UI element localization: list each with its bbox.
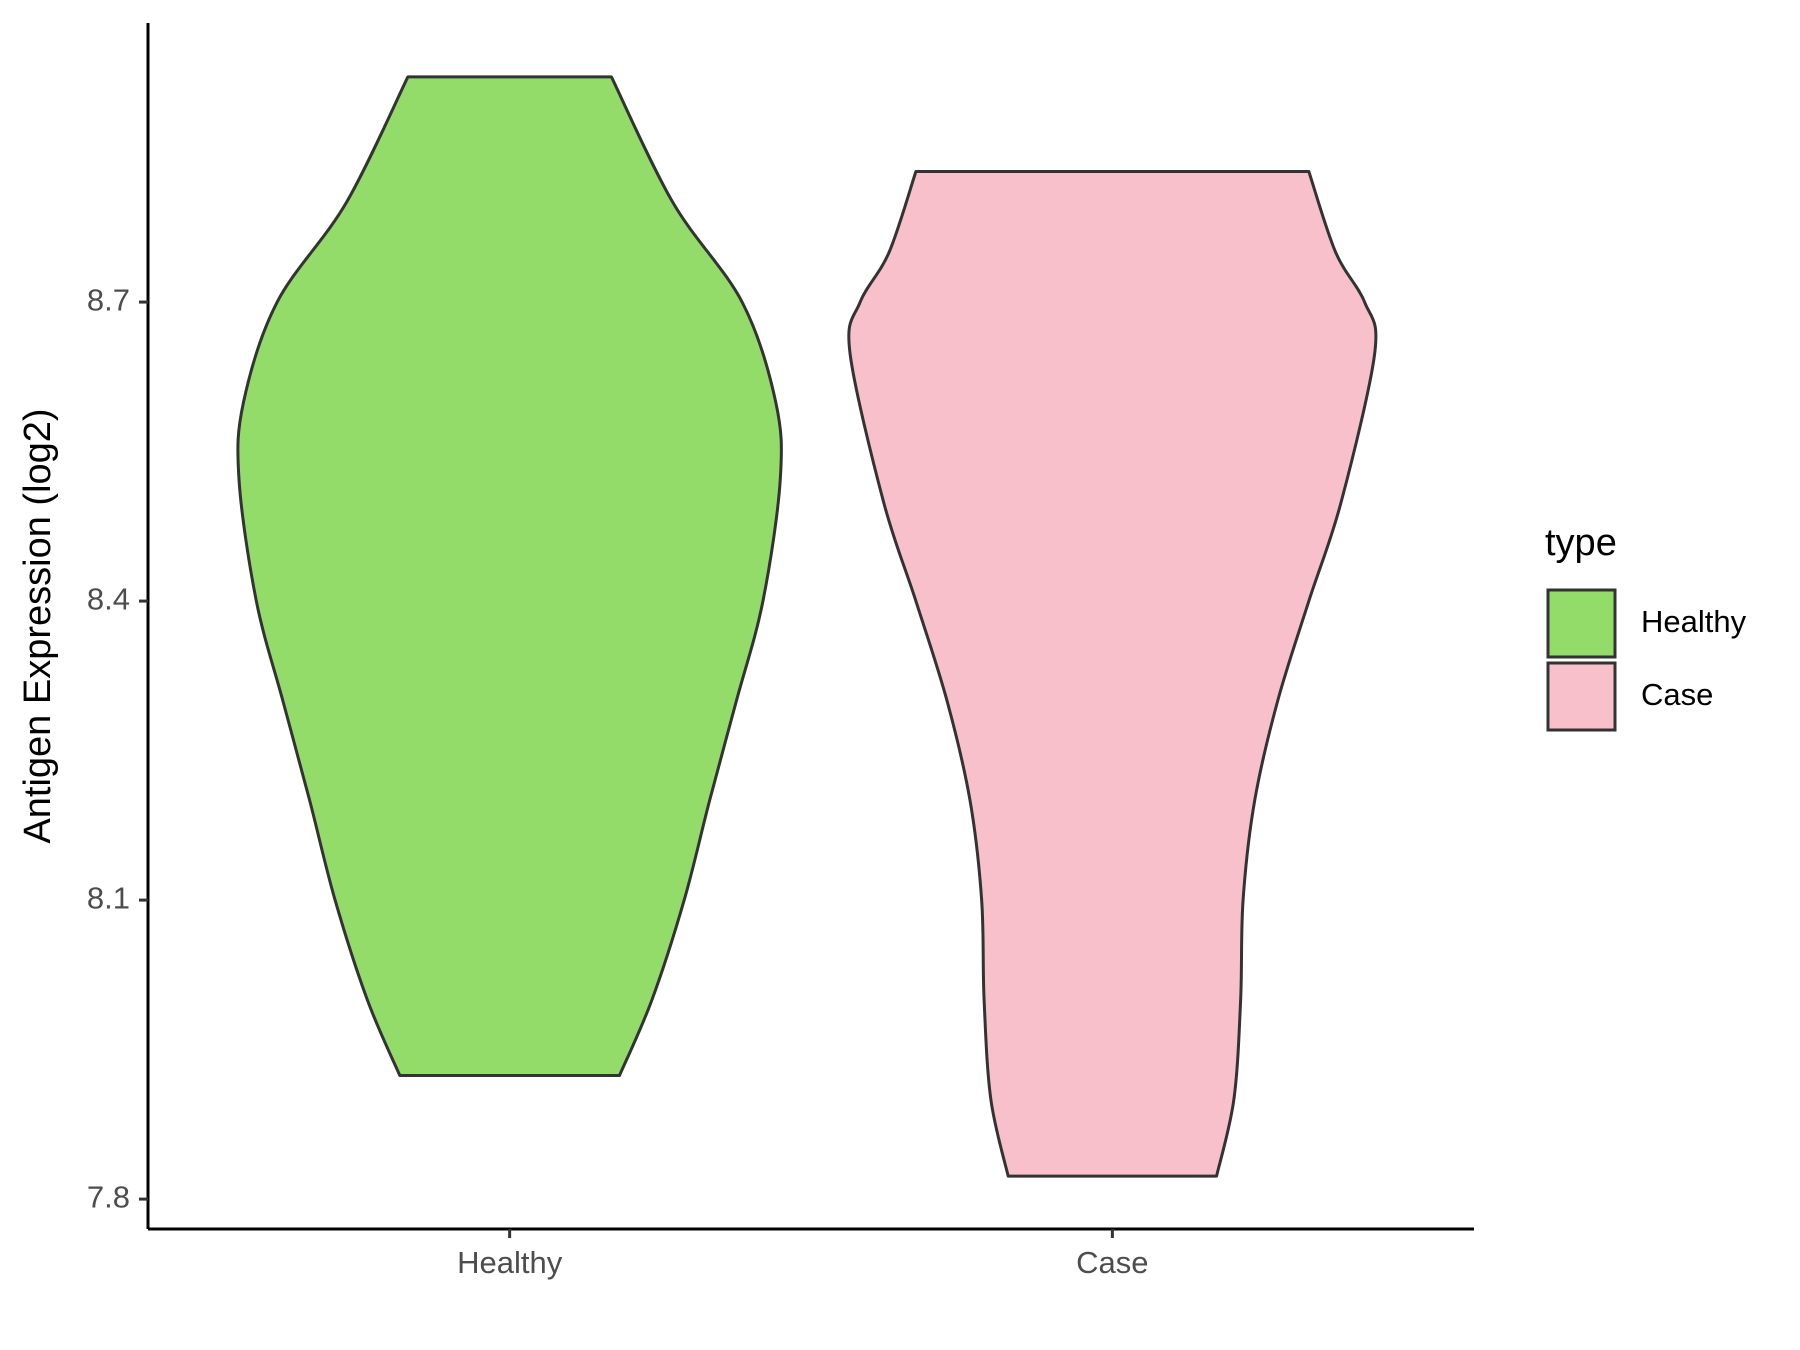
x-tick-label: Healthy (457, 1245, 563, 1280)
legend-title: type (1545, 522, 1617, 564)
y-tick-label: 8.1 (87, 880, 130, 915)
legend-label: Case (1641, 677, 1713, 712)
violin (847, 170, 1378, 1178)
legend-key (1546, 661, 1617, 732)
y-axis-title: Antigen Expression (log2) (17, 408, 59, 843)
legend-label: Healthy (1641, 604, 1747, 639)
violin (236, 75, 783, 1078)
y-tick-label: 8.7 (87, 282, 130, 317)
x-tick-label: Case (1076, 1245, 1148, 1280)
y-tick-label: 8.4 (87, 581, 130, 616)
y-tick-label: 7.8 (87, 1179, 130, 1214)
legend-key (1546, 588, 1617, 659)
